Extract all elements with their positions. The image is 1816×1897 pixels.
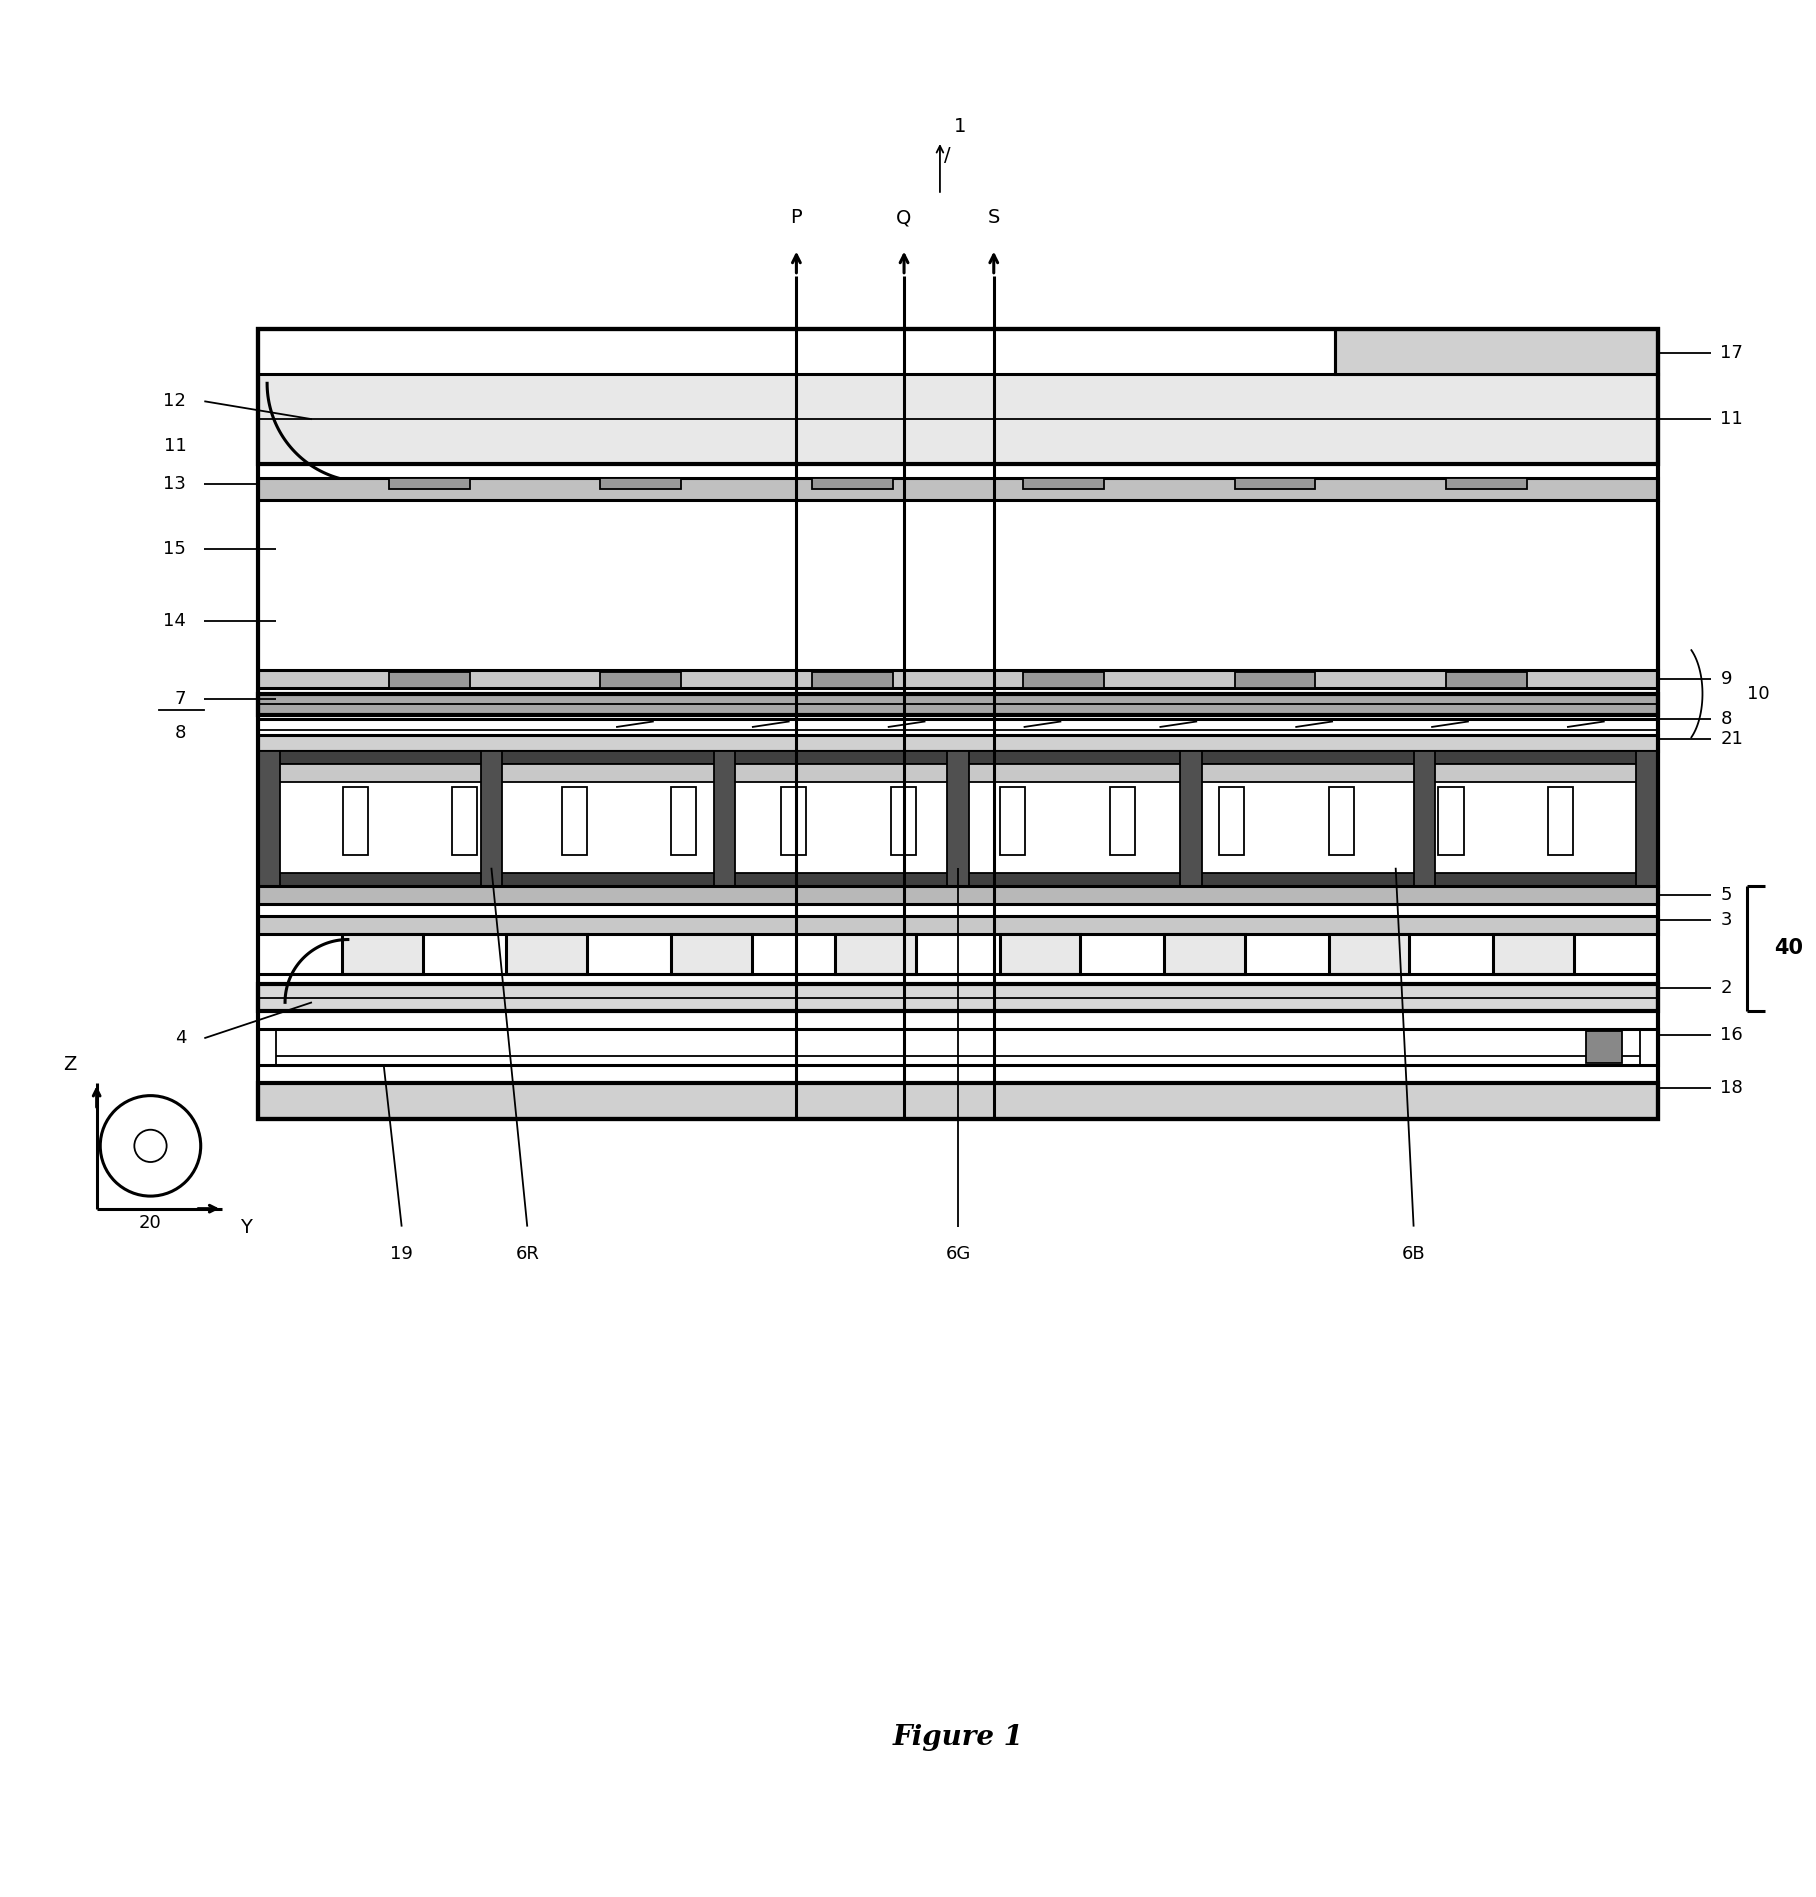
Bar [672, 787, 697, 856]
Bar [258, 886, 1658, 903]
Bar [258, 916, 1658, 933]
Bar [1001, 933, 1081, 973]
Text: 21: 21 [1720, 730, 1743, 747]
Bar [341, 933, 423, 973]
Bar [1001, 787, 1026, 856]
Bar [1547, 787, 1573, 856]
Text: 4: 4 [174, 1030, 187, 1047]
Bar [890, 787, 915, 856]
Bar [670, 933, 752, 973]
Bar [258, 985, 1658, 1011]
Bar [1413, 751, 1435, 886]
Text: Figure 1: Figure 1 [892, 1724, 1024, 1751]
Bar [835, 933, 915, 973]
Text: Y: Y [240, 1218, 252, 1237]
Text: 9: 9 [1720, 670, 1732, 689]
Bar [481, 751, 503, 886]
Bar [452, 787, 478, 856]
Bar [601, 672, 681, 689]
Text: 19: 19 [390, 1244, 412, 1263]
Bar [1180, 751, 1202, 886]
Bar [258, 1030, 1658, 1064]
Text: 1: 1 [953, 118, 966, 137]
Bar [561, 787, 587, 856]
Bar [1446, 672, 1527, 689]
Text: 2: 2 [1720, 979, 1732, 998]
Text: /: / [944, 146, 950, 165]
Text: Z: Z [64, 1055, 76, 1074]
Text: 15: 15 [163, 541, 187, 558]
Bar [812, 672, 892, 689]
Bar [258, 374, 1658, 465]
Bar [948, 751, 968, 886]
Text: S: S [988, 209, 1001, 228]
Bar [1329, 933, 1409, 973]
Bar [258, 873, 1658, 886]
Text: 14: 14 [163, 613, 187, 630]
Bar [258, 751, 1658, 764]
Text: 7: 7 [174, 691, 187, 708]
Bar [1329, 787, 1355, 856]
Bar [601, 478, 681, 489]
Text: 3: 3 [1720, 911, 1732, 930]
Bar [1493, 933, 1574, 973]
Bar [1235, 478, 1315, 489]
Text: 20: 20 [140, 1214, 162, 1231]
Bar [258, 330, 1658, 1119]
Bar [714, 751, 735, 886]
Text: P: P [790, 209, 803, 228]
Text: 6R: 6R [516, 1244, 539, 1263]
Bar [1438, 787, 1464, 856]
Bar [258, 764, 1658, 782]
Text: 17: 17 [1720, 343, 1743, 362]
Bar [258, 1083, 1658, 1119]
Text: Q: Q [897, 209, 912, 228]
Bar [1219, 787, 1244, 856]
Bar [1235, 672, 1315, 689]
Bar [258, 330, 1658, 465]
Bar [389, 672, 470, 689]
Bar [1585, 1032, 1622, 1064]
Text: 8: 8 [1720, 709, 1732, 728]
Bar [258, 751, 1658, 886]
Bar [389, 478, 470, 489]
Text: 40: 40 [1774, 939, 1803, 958]
Text: 11: 11 [163, 436, 187, 455]
Text: 12: 12 [163, 393, 187, 410]
Bar [1110, 787, 1135, 856]
Bar [1446, 478, 1527, 489]
Text: 10: 10 [1747, 685, 1771, 702]
Bar [258, 670, 1658, 689]
Bar [258, 734, 1658, 751]
Text: 11: 11 [1720, 410, 1743, 429]
Text: 8: 8 [174, 725, 187, 742]
Bar [258, 478, 1658, 501]
Bar [812, 478, 892, 489]
Bar [1636, 751, 1658, 886]
Text: 18: 18 [1720, 1079, 1743, 1098]
Bar [1164, 933, 1246, 973]
Bar [507, 933, 587, 973]
Bar [781, 787, 806, 856]
Bar [343, 787, 367, 856]
Bar [1335, 330, 1658, 374]
Bar [258, 751, 280, 886]
Bar [258, 694, 1658, 715]
Text: 16: 16 [1720, 1026, 1743, 1043]
Bar [1022, 478, 1104, 489]
Text: 6B: 6B [1402, 1244, 1426, 1263]
Text: 6G: 6G [946, 1244, 970, 1263]
Text: 13: 13 [163, 474, 187, 493]
Text: 5: 5 [1720, 886, 1732, 903]
Bar [1022, 672, 1104, 689]
